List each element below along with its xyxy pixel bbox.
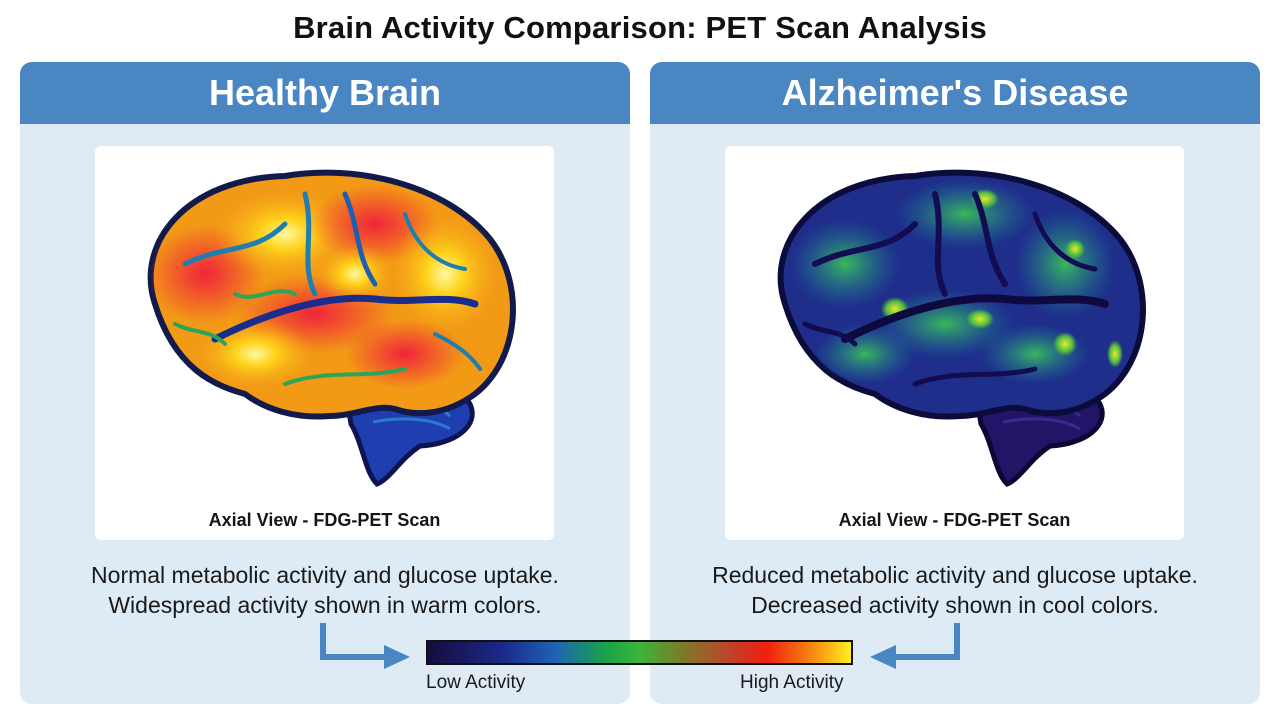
page-title: Brain Activity Comparison: PET Scan Anal… bbox=[293, 10, 987, 45]
alzheimers-heading: Alzheimer's Disease bbox=[650, 62, 1260, 124]
right-arrow-icon bbox=[870, 623, 960, 669]
alzheimers-brain-pet-image bbox=[777, 169, 1146, 487]
activity-color-bar bbox=[426, 640, 853, 665]
healthy-scan-card: Axial View - FDG-PET Scan bbox=[95, 146, 554, 540]
healthy-description-line-1: Normal metabolic activity and glucose up… bbox=[91, 562, 559, 588]
alzheimers-panel: Alzheimer's Disease bbox=[650, 62, 1260, 704]
healthy-brain-heading: Healthy Brain bbox=[20, 62, 630, 124]
healthy-scan-caption: Axial View - FDG-PET Scan bbox=[208, 510, 441, 530]
alzheimers-scan-caption: Axial View - FDG-PET Scan bbox=[838, 510, 1071, 530]
alzheimers-description-line-2: Decreased activity shown in cool colors. bbox=[751, 592, 1159, 618]
alzheimers-description: Reduced metabolic activity and glucose u… bbox=[650, 560, 1260, 620]
left-arrow-icon bbox=[320, 623, 410, 669]
low-activity-label: Low Activity bbox=[426, 672, 526, 693]
alzheimers-scan-card: Axial View - FDG-PET Scan bbox=[725, 146, 1184, 540]
healthy-brain-pet-image bbox=[147, 169, 516, 487]
high-activity-label: High Activity bbox=[740, 672, 844, 693]
healthy-description: Normal metabolic activity and glucose up… bbox=[20, 560, 630, 620]
alzheimers-description-line-1: Reduced metabolic activity and glucose u… bbox=[712, 562, 1198, 588]
healthy-brain-panel: Healthy Brain bbox=[20, 62, 630, 704]
healthy-description-line-2: Widespread activity shown in warm colors… bbox=[108, 592, 542, 618]
